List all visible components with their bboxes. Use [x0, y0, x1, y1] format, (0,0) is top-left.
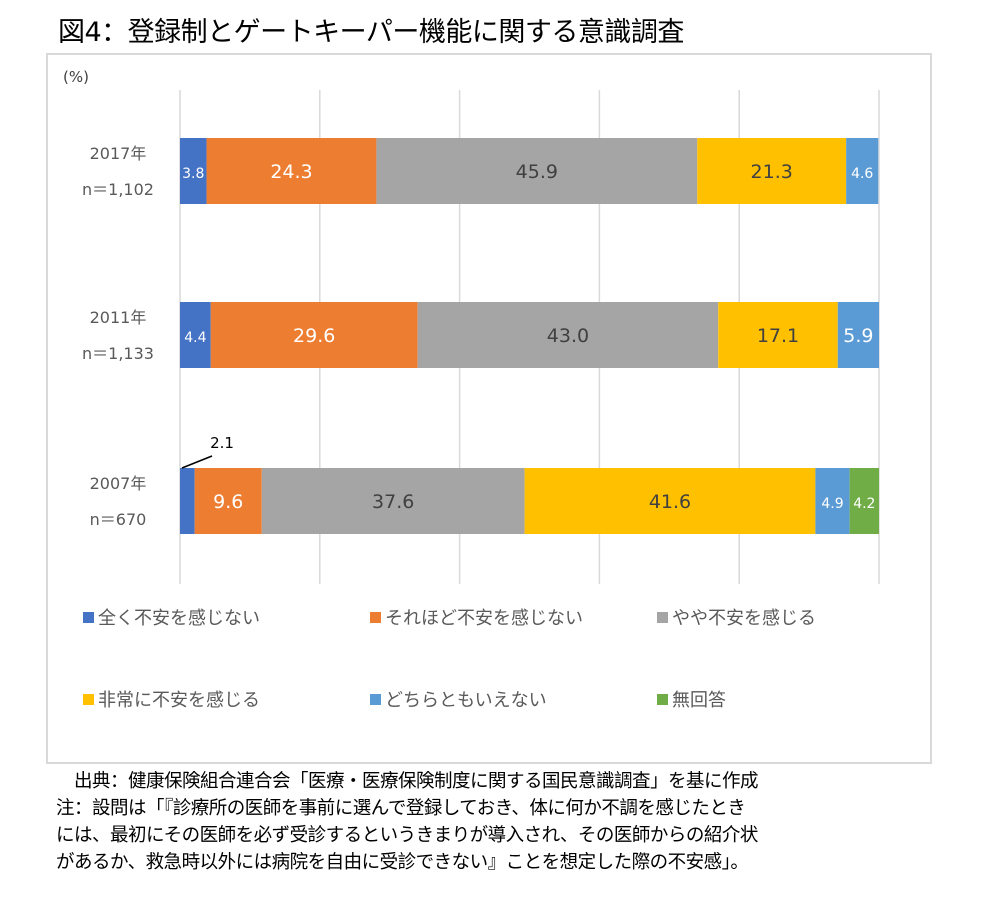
legend-label: 全く不安を感じない — [98, 608, 260, 629]
data-label: 2.1 — [210, 434, 234, 452]
data-label: 29.6 — [293, 325, 335, 347]
data-label: 24.3 — [270, 161, 312, 183]
bar-segment — [718, 302, 838, 368]
legend-swatch — [370, 693, 381, 705]
note-line: には、最初にその医師を必ず受診するというきまりが導入され、その医師からの紹介状 — [56, 825, 758, 846]
bar-segment — [194, 468, 262, 534]
data-label: 4.2 — [853, 496, 875, 512]
bar-segment — [849, 468, 879, 534]
category-label-n: n＝1,133 — [82, 344, 154, 363]
legend-swatch — [83, 693, 94, 705]
data-label: 43.0 — [547, 325, 589, 347]
category-label-year: 2017年 — [90, 144, 147, 163]
bar-segment — [210, 302, 418, 368]
data-label: 17.1 — [757, 325, 799, 347]
category-label-n: n＝1,102 — [82, 180, 154, 199]
data-label: 21.3 — [751, 161, 793, 183]
notes: 出典：健康保険組合連合会「医療・医療保険制度に関する国民意識調査」を基に作成 注… — [56, 768, 946, 876]
category-label-n: n＝670 — [90, 510, 147, 529]
note-line: 注：設問は「『診療所の医師を事前に選んで登録しておき、体に何か不調を感じたとき — [56, 798, 746, 819]
callout-leader-line — [181, 455, 213, 469]
bar-segment — [697, 138, 847, 204]
legend-item: やや不安を感じる — [657, 604, 816, 630]
data-label: 37.6 — [372, 491, 414, 513]
data-label: 4.6 — [851, 166, 873, 182]
bar-segment — [180, 302, 211, 368]
bar-segment — [815, 468, 850, 534]
data-label: 4.4 — [184, 330, 206, 346]
legend-item: 非常に不安を感じる — [83, 686, 260, 712]
legend-swatch — [657, 611, 668, 623]
legend-label: やや不安を感じる — [672, 608, 816, 629]
bar-segment — [524, 468, 816, 534]
legend-label: どちらともいえない — [385, 690, 547, 711]
bar-segment — [846, 138, 879, 204]
bar-segment — [180, 138, 207, 204]
bar-segment — [837, 302, 879, 368]
legend-item: どちらともいえない — [370, 686, 547, 712]
bar-segment — [376, 138, 698, 204]
data-label: 9.6 — [213, 491, 243, 513]
note-line: があるか、救急時以外には病院を自由に受診できない』ことを想定した際の不安感」。 — [56, 852, 749, 873]
data-label: 3.8 — [182, 166, 204, 182]
bar-segment — [206, 138, 377, 204]
data-label: 4.9 — [821, 496, 843, 512]
legend-swatch — [657, 693, 668, 705]
legend-swatch — [370, 611, 381, 623]
legend-label: 非常に不安を感じる — [98, 690, 260, 711]
figure-title: 図4：登録制とゲートキーパー機能に関する意識調査 — [58, 17, 684, 48]
legend-label: 無回答 — [672, 690, 726, 711]
legend-item: 無回答 — [657, 686, 726, 712]
bar-segment — [417, 302, 719, 368]
bar-segment — [180, 468, 195, 534]
legend-item: それほど不安を感じない — [370, 604, 583, 630]
source-note: 出典：健康保険組合連合会「医療・医療保険制度に関する国民意識調査」を基に作成 — [56, 771, 759, 792]
category-label-year: 2011年 — [90, 308, 147, 327]
legend-swatch — [83, 611, 94, 623]
legend-label: それほど不安を感じない — [385, 608, 583, 629]
data-label: 45.9 — [516, 161, 558, 183]
data-label: 5.9 — [843, 325, 873, 347]
data-label: 41.6 — [649, 491, 691, 513]
category-label-year: 2007年 — [90, 474, 147, 493]
unit-label: (%) — [63, 68, 89, 86]
bar-segment — [261, 468, 525, 534]
legend-item: 全く不安を感じない — [83, 604, 260, 630]
